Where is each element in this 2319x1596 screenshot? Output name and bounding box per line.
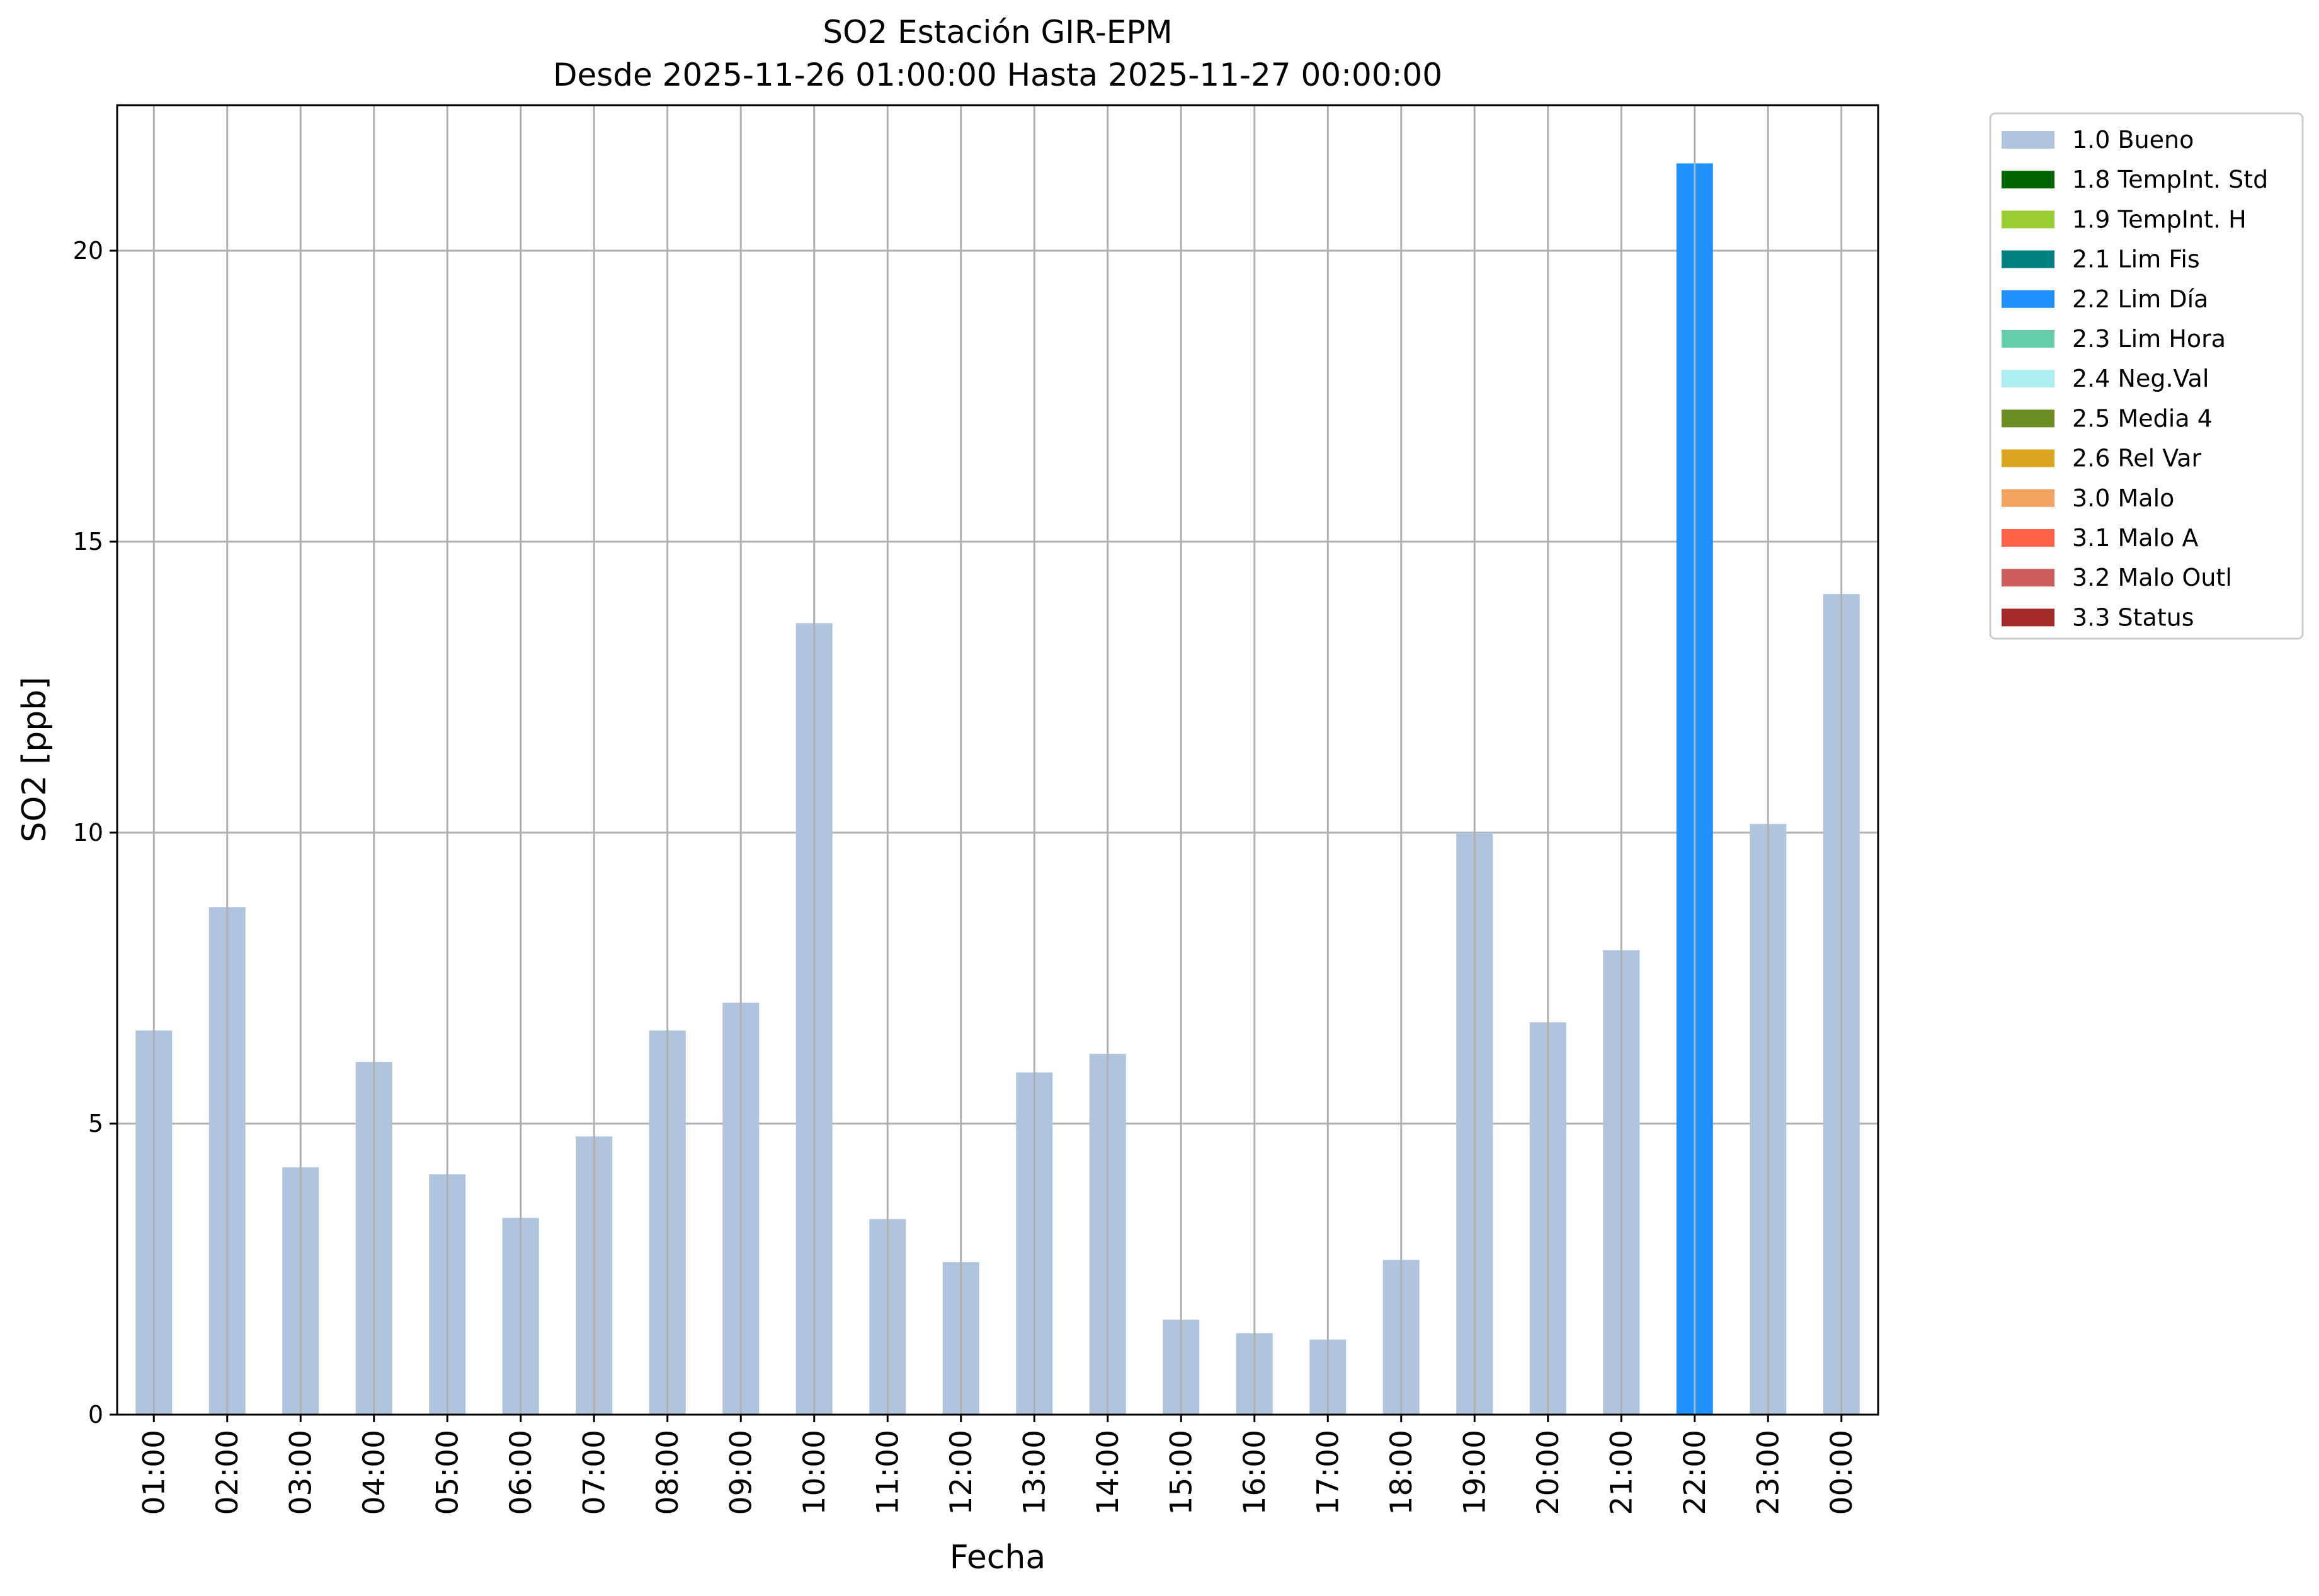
x-tick-label: 07:00 (577, 1430, 612, 1515)
vertical-grid-lines (152, 105, 1843, 1415)
x-tick-label: 21:00 (1604, 1430, 1639, 1515)
x-tick-label: 05:00 (430, 1430, 465, 1515)
x-axis-label: Fecha (950, 1539, 1046, 1576)
legend-label: 2.1 Lim Fis (2072, 246, 2200, 273)
legend-label: 2.2 Lim Día (2072, 285, 2208, 313)
legend-swatch (2002, 131, 2054, 149)
legend-label: 3.1 Malo A (2072, 524, 2198, 552)
x-tick-label: 17:00 (1311, 1430, 1345, 1515)
legend-swatch (2002, 569, 2054, 587)
y-tick-label: 5 (88, 1110, 103, 1137)
x-tick-label: 01:00 (137, 1430, 171, 1515)
legend-label: 3.2 Malo Outl (2072, 564, 2232, 591)
chart-title: SO2 Estación GIR-EPM (823, 14, 1172, 50)
legend-label: 2.4 Neg.Val (2072, 365, 2209, 392)
x-tick-label: 02:00 (210, 1430, 245, 1515)
legend-label: 2.3 Lim Hora (2072, 325, 2226, 353)
x-tick-label: 00:00 (1825, 1430, 1859, 1515)
legend-frame (1989, 112, 2304, 640)
x-tick-label: 09:00 (724, 1430, 758, 1515)
x-tick-label: 14:00 (1091, 1430, 1125, 1515)
x-tick-label: 08:00 (651, 1430, 685, 1515)
legend: 1.0 Bueno 1.8 TempInt. Std 1.9 TempInt. H 2… (1989, 112, 2304, 640)
y-axis-ticks: 0 5 10 15 20 (73, 237, 117, 1428)
legend-swatch (2002, 409, 2054, 428)
chart-subtitle: Desde 2025-11-26 01:00:00 Hasta 2025-11-… (553, 57, 1442, 93)
x-tick-label: 04:00 (357, 1430, 392, 1515)
x-tick-label: 10:00 (797, 1430, 832, 1515)
legend-label: 3.0 Malo (2072, 484, 2174, 512)
y-tick-label: 15 (73, 528, 103, 556)
legend-label: 2.6 Rel Var (2072, 445, 2202, 472)
legend-swatch (2002, 290, 2054, 308)
legend-label: 2.5 Media 4 (2072, 404, 2213, 432)
legend-swatch (2002, 370, 2054, 388)
x-tick-label: 23:00 (1751, 1430, 1786, 1515)
x-tick-label: 06:00 (504, 1430, 538, 1515)
y-axis-label: SO2 [ppb] (16, 676, 54, 842)
y-tick-label: 0 (88, 1401, 103, 1428)
x-tick-label: 20:00 (1531, 1430, 1566, 1515)
legend-swatch (2002, 210, 2054, 229)
x-axis-ticks: 01:00 02:00 03:00 04:00 05:00 06:00 07:00 08:00… (137, 1415, 1859, 1515)
x-tick-label: 22:00 (1678, 1430, 1712, 1515)
legend-label: 1.9 TempInt. H (2072, 205, 2247, 233)
x-tick-label: 13:00 (1017, 1430, 1052, 1515)
legend-swatch (2002, 250, 2054, 268)
legend-label: 3.3 Status (2072, 603, 2194, 631)
x-tick-label: 16:00 (1238, 1430, 1272, 1515)
y-tick-label: 20 (73, 237, 103, 265)
x-tick-label: 18:00 (1384, 1430, 1419, 1515)
x-tick-label: 11:00 (870, 1430, 905, 1515)
legend-swatch (2002, 529, 2054, 547)
legend-swatch (2002, 449, 2054, 467)
legend-entries: 1.0 Bueno 1.8 TempInt. Std 1.9 TempInt. H 2… (2002, 126, 2268, 631)
x-tick-label: 15:00 (1164, 1430, 1199, 1515)
legend-swatch (2002, 489, 2054, 507)
legend-label: 1.8 TempInt. Std (2072, 166, 2268, 193)
legend-swatch (2002, 608, 2054, 627)
x-tick-label: 03:00 (283, 1430, 318, 1515)
legend-swatch (2002, 330, 2054, 348)
legend-label: 1.0 Bueno (2072, 126, 2194, 154)
legend-swatch (2002, 171, 2054, 189)
plot-frame (116, 104, 1879, 1416)
x-tick-label: 19:00 (1457, 1430, 1492, 1515)
x-tick-label: 12:00 (944, 1430, 979, 1515)
y-tick-label: 10 (73, 819, 103, 846)
